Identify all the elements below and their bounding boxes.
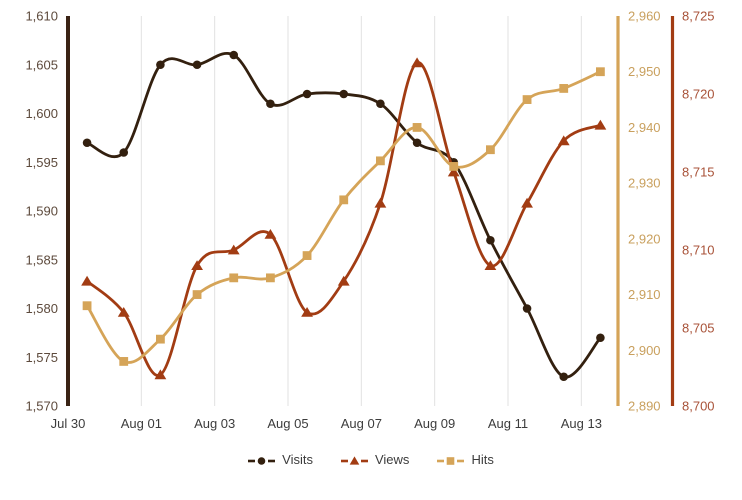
hits-marker xyxy=(119,357,129,366)
visits-axis-tick-label: 1,605 xyxy=(25,57,58,72)
visits-marker xyxy=(486,235,495,245)
views-marker xyxy=(594,119,607,130)
views-marker xyxy=(521,197,533,208)
visits-axis-tick-label: 1,570 xyxy=(25,399,58,414)
views-marker xyxy=(81,275,93,286)
hits-marker xyxy=(596,67,605,77)
hits-line xyxy=(85,70,602,364)
hits-marker xyxy=(156,334,165,344)
hits-marker xyxy=(339,195,349,205)
views-marker xyxy=(154,369,167,380)
views-marker xyxy=(264,229,277,239)
hits-marker xyxy=(229,273,239,283)
views-axis-tick-label: 8,700 xyxy=(682,399,715,414)
chart-legend: Visits Views Hits xyxy=(0,452,742,467)
visits-marker xyxy=(229,50,239,60)
views-marker xyxy=(191,260,203,270)
views-marker xyxy=(227,244,240,255)
x-axis-label: Aug 05 xyxy=(267,416,308,431)
visits-marker xyxy=(522,304,532,313)
views-marker xyxy=(301,307,313,317)
legend-label-views: Views xyxy=(374,452,410,467)
hits-axis-tick-label: 2,930 xyxy=(628,176,661,191)
hits-axis-tick-label: 2,910 xyxy=(628,287,661,302)
legend-label-visits: Visits xyxy=(282,452,313,467)
visits-axis-tick-label: 1,595 xyxy=(25,155,58,170)
views-marker xyxy=(484,260,497,270)
x-axis-label: Aug 01 xyxy=(121,416,162,431)
x-axis-label: Aug 13 xyxy=(561,416,602,431)
visits-axis-bar xyxy=(66,16,70,406)
hits-marker xyxy=(302,251,312,260)
visits-marker xyxy=(376,99,385,109)
views-marker xyxy=(447,166,460,177)
views-marker xyxy=(374,197,387,208)
views-line xyxy=(85,61,602,377)
legend-item-hits[interactable]: Hits xyxy=(437,452,494,467)
visits-marker xyxy=(596,333,605,343)
hits-axis-tick-label: 2,900 xyxy=(628,343,661,358)
hits-marker xyxy=(82,301,92,311)
views-marker xyxy=(557,135,570,146)
hits-marker xyxy=(376,156,385,166)
hits-marker xyxy=(192,290,202,299)
hits-legend-glyph xyxy=(437,456,465,465)
visits-marker xyxy=(192,60,202,70)
views-marker xyxy=(411,57,423,68)
visits-marker xyxy=(82,138,92,148)
visits-marker xyxy=(559,372,569,382)
legend-item-visits[interactable]: Visits xyxy=(248,452,313,467)
views-axis-tick-label: 8,715 xyxy=(682,165,715,180)
hits-axis-tick-label: 2,960 xyxy=(628,9,661,24)
views-legend-marker-icon xyxy=(340,454,368,466)
hits-marker xyxy=(486,145,495,155)
hits-axis-tick-label: 2,890 xyxy=(628,399,661,414)
x-axis-label: Aug 09 xyxy=(414,416,455,431)
visits-legend-glyph xyxy=(248,456,276,465)
visits-marker xyxy=(302,89,312,99)
x-axis-label: Aug 07 xyxy=(341,416,382,431)
hits-marker xyxy=(449,162,459,171)
legend-item-views[interactable]: Views xyxy=(340,452,410,467)
x-axis-label: Aug 03 xyxy=(194,416,235,431)
visits-legend-marker-icon xyxy=(248,454,276,466)
visits-axis-tick-label: 1,600 xyxy=(25,106,58,121)
hits-legend-marker-icon xyxy=(437,454,465,466)
x-axis-label: Jul 30 xyxy=(51,416,86,431)
views-axis-tick-label: 8,710 xyxy=(682,243,715,258)
visits-axis-tick-label: 1,585 xyxy=(25,252,58,267)
visits-marker xyxy=(119,148,129,157)
views-marker xyxy=(117,307,130,317)
visits-axis-tick-label: 1,580 xyxy=(25,301,58,316)
views-axis-tick-label: 8,725 xyxy=(682,9,715,24)
hits-marker xyxy=(559,84,569,93)
visits-axis-tick-label: 1,610 xyxy=(25,9,58,24)
hits-axis-tick-label: 2,940 xyxy=(628,120,661,135)
hits-axis-tick-label: 2,950 xyxy=(628,64,661,79)
hits-marker xyxy=(522,95,532,104)
hits-marker xyxy=(412,123,422,132)
legend-label-hits: Hits xyxy=(471,452,494,467)
visits-marker xyxy=(266,99,275,109)
visits-axis-tick-label: 1,590 xyxy=(25,204,58,219)
views-axis-tick-label: 8,720 xyxy=(682,87,715,102)
views-axis-bar xyxy=(670,16,675,406)
visits-marker xyxy=(156,60,165,70)
hits-marker xyxy=(266,273,275,283)
visits-axis-tick-label: 1,575 xyxy=(25,350,58,365)
visits-marker xyxy=(339,89,349,99)
visits-marker xyxy=(412,138,422,148)
hits-axis-tick-label: 2,920 xyxy=(628,231,661,246)
views-axis-tick-label: 8,705 xyxy=(682,321,715,336)
x-axis-label: Aug 11 xyxy=(488,416,528,431)
views-legend-glyph xyxy=(340,455,368,465)
views-marker xyxy=(337,275,350,286)
hits-axis-bar xyxy=(616,16,620,406)
